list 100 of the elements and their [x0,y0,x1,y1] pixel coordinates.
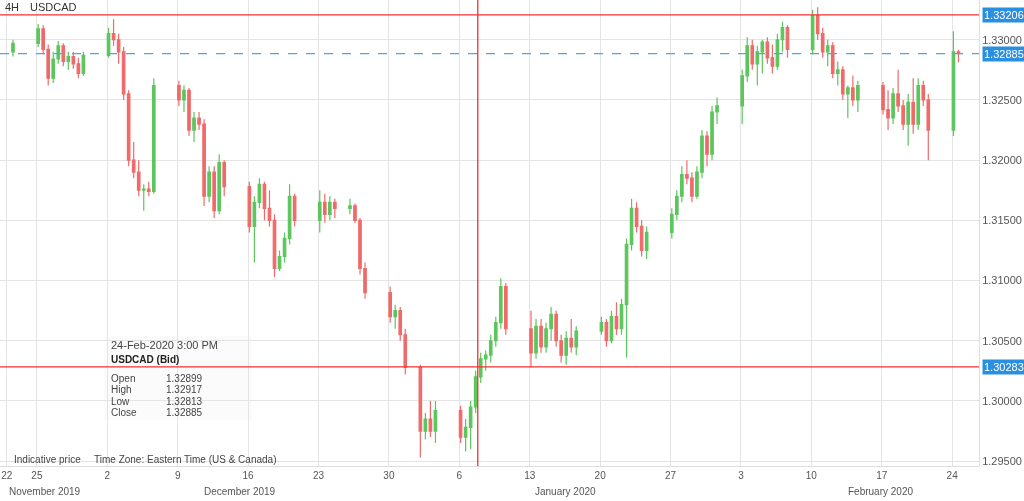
candlestick [529,310,533,368]
x-tick-label: 20 [594,470,607,481]
annotation: Close [111,407,137,418]
candlestick [830,41,835,79]
candlestick [146,181,151,197]
candlestick [267,189,272,227]
y-tick-label: 1.32000 [982,154,1022,166]
y-tick-label: 1.30500 [982,334,1022,347]
x-tick-label: 6 [456,470,463,481]
candlestick [770,43,775,75]
candlestick [348,198,352,215]
candlestick [327,195,332,221]
candlestick [534,318,538,360]
candlestick [916,77,921,131]
candlestick [111,18,116,47]
text: December 2019 [204,486,276,497]
candlestick [252,195,257,264]
candlestick [141,183,146,212]
candlestick [212,165,216,219]
annotation: 1.32917 [166,384,203,395]
annotation: Open [111,373,136,384]
candlestick [187,87,191,137]
x-tick-label: 27 [664,470,677,481]
annotation: 1.32813 [166,396,203,407]
candlestick [856,80,860,113]
candlestick [810,9,815,55]
text: November 2019 [9,486,81,497]
candlestick [217,153,222,215]
candlestick [845,84,850,119]
candlestick [614,301,619,336]
y-tick-label: 1.32500 [982,93,1022,106]
annotation: High [111,384,132,395]
y-tick-label: 1.31500 [982,214,1022,227]
candlestick [151,77,156,195]
x-tick-label: 30 [383,470,395,481]
y-tick-label: 1.33000 [982,33,1022,46]
candlestick [418,364,423,459]
x-tick-label: 25 [31,470,43,481]
candlestick [644,225,649,260]
candlestick [333,198,337,219]
candlestick [624,237,629,359]
annotation: Time Zone: Eastern Time (US & Canada) [94,454,277,465]
ref-line-label: 1.32885 [984,48,1024,60]
candlestick [569,318,574,354]
candlestick [61,42,66,67]
candlestick [207,165,211,203]
x-tick-label: 10 [805,470,818,481]
candlestick [222,159,227,197]
candlestick [388,285,393,324]
annotation: Low [111,396,131,407]
candlestick [639,219,644,258]
candlestick [177,80,181,107]
annotation: Indicative price [14,454,82,465]
annotation: 1.32899 [166,373,203,384]
candlestick [192,111,196,143]
candlestick [182,84,186,113]
candlestick [705,130,709,167]
candlestick [423,412,428,441]
chart-subtitle: USDCAD [30,1,77,13]
x-tick-label: 9 [174,470,181,481]
candlestick [911,77,916,135]
candlestick [780,21,785,53]
x-tick-label: 16 [242,470,255,481]
annotation: USDCAD (Bid) [111,354,180,365]
candlestick [906,93,911,147]
candlestick [750,39,755,71]
candlestick [36,23,40,48]
text: February 2020 [848,486,914,497]
chart-title: 4H [5,1,20,13]
candlestick [851,75,855,107]
candlestick [891,87,895,125]
y-tick-label: 1.29500 [982,455,1022,468]
ref-line-label: 1.33206 [984,9,1024,21]
candlestick [247,181,252,233]
candlestick [574,325,579,356]
x-tick-label: 23 [312,470,325,481]
y-tick-label: 1.31000 [982,274,1022,287]
candlestick [292,193,297,227]
text: January 2020 [535,486,597,497]
candlestick [765,36,770,65]
annotation: 1.32885 [166,407,203,418]
x-tick-label: 13 [524,470,536,481]
candlestick [428,400,433,438]
candlestick [433,400,438,444]
candlestick [11,39,15,58]
candlestick [599,316,604,336]
x-tick-label: 22 [1,470,13,481]
x-tick-label: 3 [738,470,745,481]
candlestick [66,51,71,71]
candlestick [322,193,327,224]
candlestick [825,39,830,67]
candlestick [539,318,543,354]
y-tick-label: 1.30000 [982,394,1022,407]
ref-line-label: 1.30283 [984,361,1024,373]
x-tick-label: 24 [946,470,959,481]
x-tick-label: 17 [876,470,888,481]
x-tick-label: 2 [104,470,111,481]
candlestick [504,282,508,336]
annotation: 24-Feb-2020 3:00 PM [111,339,219,351]
candlestick [317,189,322,233]
